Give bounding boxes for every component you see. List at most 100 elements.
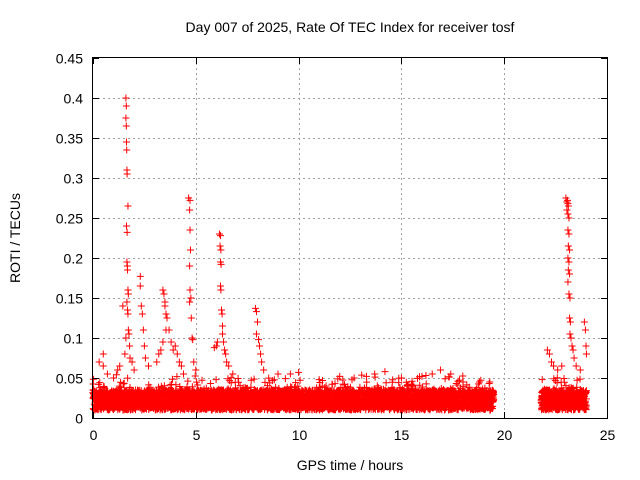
data-point xyxy=(124,310,132,318)
data-point xyxy=(219,322,227,330)
data-point xyxy=(139,326,147,334)
data-point xyxy=(566,270,574,278)
data-point xyxy=(350,374,358,382)
data-point xyxy=(137,302,145,310)
data-point xyxy=(213,338,221,346)
data-point xyxy=(547,358,555,366)
data-point xyxy=(476,378,484,386)
data-point xyxy=(188,334,196,342)
data-point xyxy=(124,266,132,274)
data-point xyxy=(565,230,573,238)
data-point xyxy=(217,260,225,268)
data-point xyxy=(123,298,131,306)
data-point xyxy=(160,290,168,298)
data-point xyxy=(173,350,181,358)
plot-frame xyxy=(92,57,608,419)
data-point xyxy=(157,346,165,354)
data-point xyxy=(566,314,574,322)
data-point xyxy=(580,318,588,326)
data-point xyxy=(564,242,572,250)
data-point xyxy=(153,358,161,366)
data-point xyxy=(215,230,223,238)
data-point xyxy=(122,114,130,122)
data-point xyxy=(558,362,566,370)
data-point xyxy=(125,330,133,338)
data-point xyxy=(218,310,226,318)
data-point xyxy=(169,346,177,354)
data-point xyxy=(217,246,225,254)
data-point xyxy=(136,282,144,290)
data-point xyxy=(222,350,230,358)
data-point xyxy=(128,358,136,366)
y-axis-label: ROTI / TECUs xyxy=(7,193,23,283)
data-point xyxy=(447,370,455,378)
data-point xyxy=(221,346,229,354)
data-point xyxy=(217,286,225,294)
data-point xyxy=(218,306,225,314)
data-point xyxy=(564,278,572,286)
data-point xyxy=(564,254,572,262)
data-point xyxy=(116,362,124,370)
y-tick-label: 0.4 xyxy=(64,91,84,107)
data-point xyxy=(123,222,131,230)
data-point xyxy=(122,94,130,102)
data-point xyxy=(177,362,185,370)
x-tick-label: 25 xyxy=(600,427,616,443)
data-point xyxy=(123,138,131,146)
data-point xyxy=(186,298,194,306)
data-point xyxy=(167,338,175,346)
data-point xyxy=(192,366,200,374)
y-tick-label: 0.2 xyxy=(64,251,84,267)
data-point xyxy=(582,350,590,358)
data-point xyxy=(186,226,194,234)
data-point xyxy=(122,334,130,342)
data-point xyxy=(566,294,574,302)
data-point xyxy=(159,338,167,346)
data-point xyxy=(229,370,237,378)
data-point xyxy=(136,272,144,280)
data-point xyxy=(362,372,370,380)
data-point xyxy=(179,370,187,378)
data-point xyxy=(223,358,231,366)
data-point xyxy=(189,336,197,344)
data-point xyxy=(186,286,194,294)
data-point xyxy=(216,232,224,240)
data-point xyxy=(138,310,146,318)
data-point xyxy=(114,366,122,374)
data-point xyxy=(397,374,405,382)
data-point xyxy=(161,302,169,310)
data-point xyxy=(258,358,266,366)
data-point xyxy=(124,326,132,334)
data-point xyxy=(95,358,103,366)
data-point xyxy=(581,326,589,334)
data-point xyxy=(569,346,577,354)
data-point xyxy=(566,330,574,338)
y-tick-label: 0.45 xyxy=(56,51,83,67)
data-point xyxy=(371,370,379,378)
data-point xyxy=(187,314,195,322)
data-point xyxy=(162,310,170,318)
data-point xyxy=(122,122,130,130)
x-tick-label: 5 xyxy=(193,427,201,443)
baseline-cloud xyxy=(537,374,590,414)
data-point xyxy=(576,366,584,374)
data-point xyxy=(582,342,590,350)
data-point xyxy=(567,334,575,342)
data-point xyxy=(336,372,344,380)
x-axis-label: GPS time / hours xyxy=(297,457,404,473)
data-point xyxy=(119,302,127,310)
data-point xyxy=(99,350,107,358)
data-point xyxy=(220,338,228,346)
data-point xyxy=(570,354,578,362)
baseline-cloud xyxy=(89,371,498,414)
data-point xyxy=(126,342,134,350)
data-point xyxy=(565,214,573,222)
data-point xyxy=(141,354,149,362)
data-points xyxy=(95,94,590,386)
data-point xyxy=(252,330,260,338)
data-point xyxy=(563,206,571,214)
y-tick-label: 0.15 xyxy=(56,291,83,307)
baseline-band xyxy=(89,371,590,414)
data-point xyxy=(159,286,167,294)
